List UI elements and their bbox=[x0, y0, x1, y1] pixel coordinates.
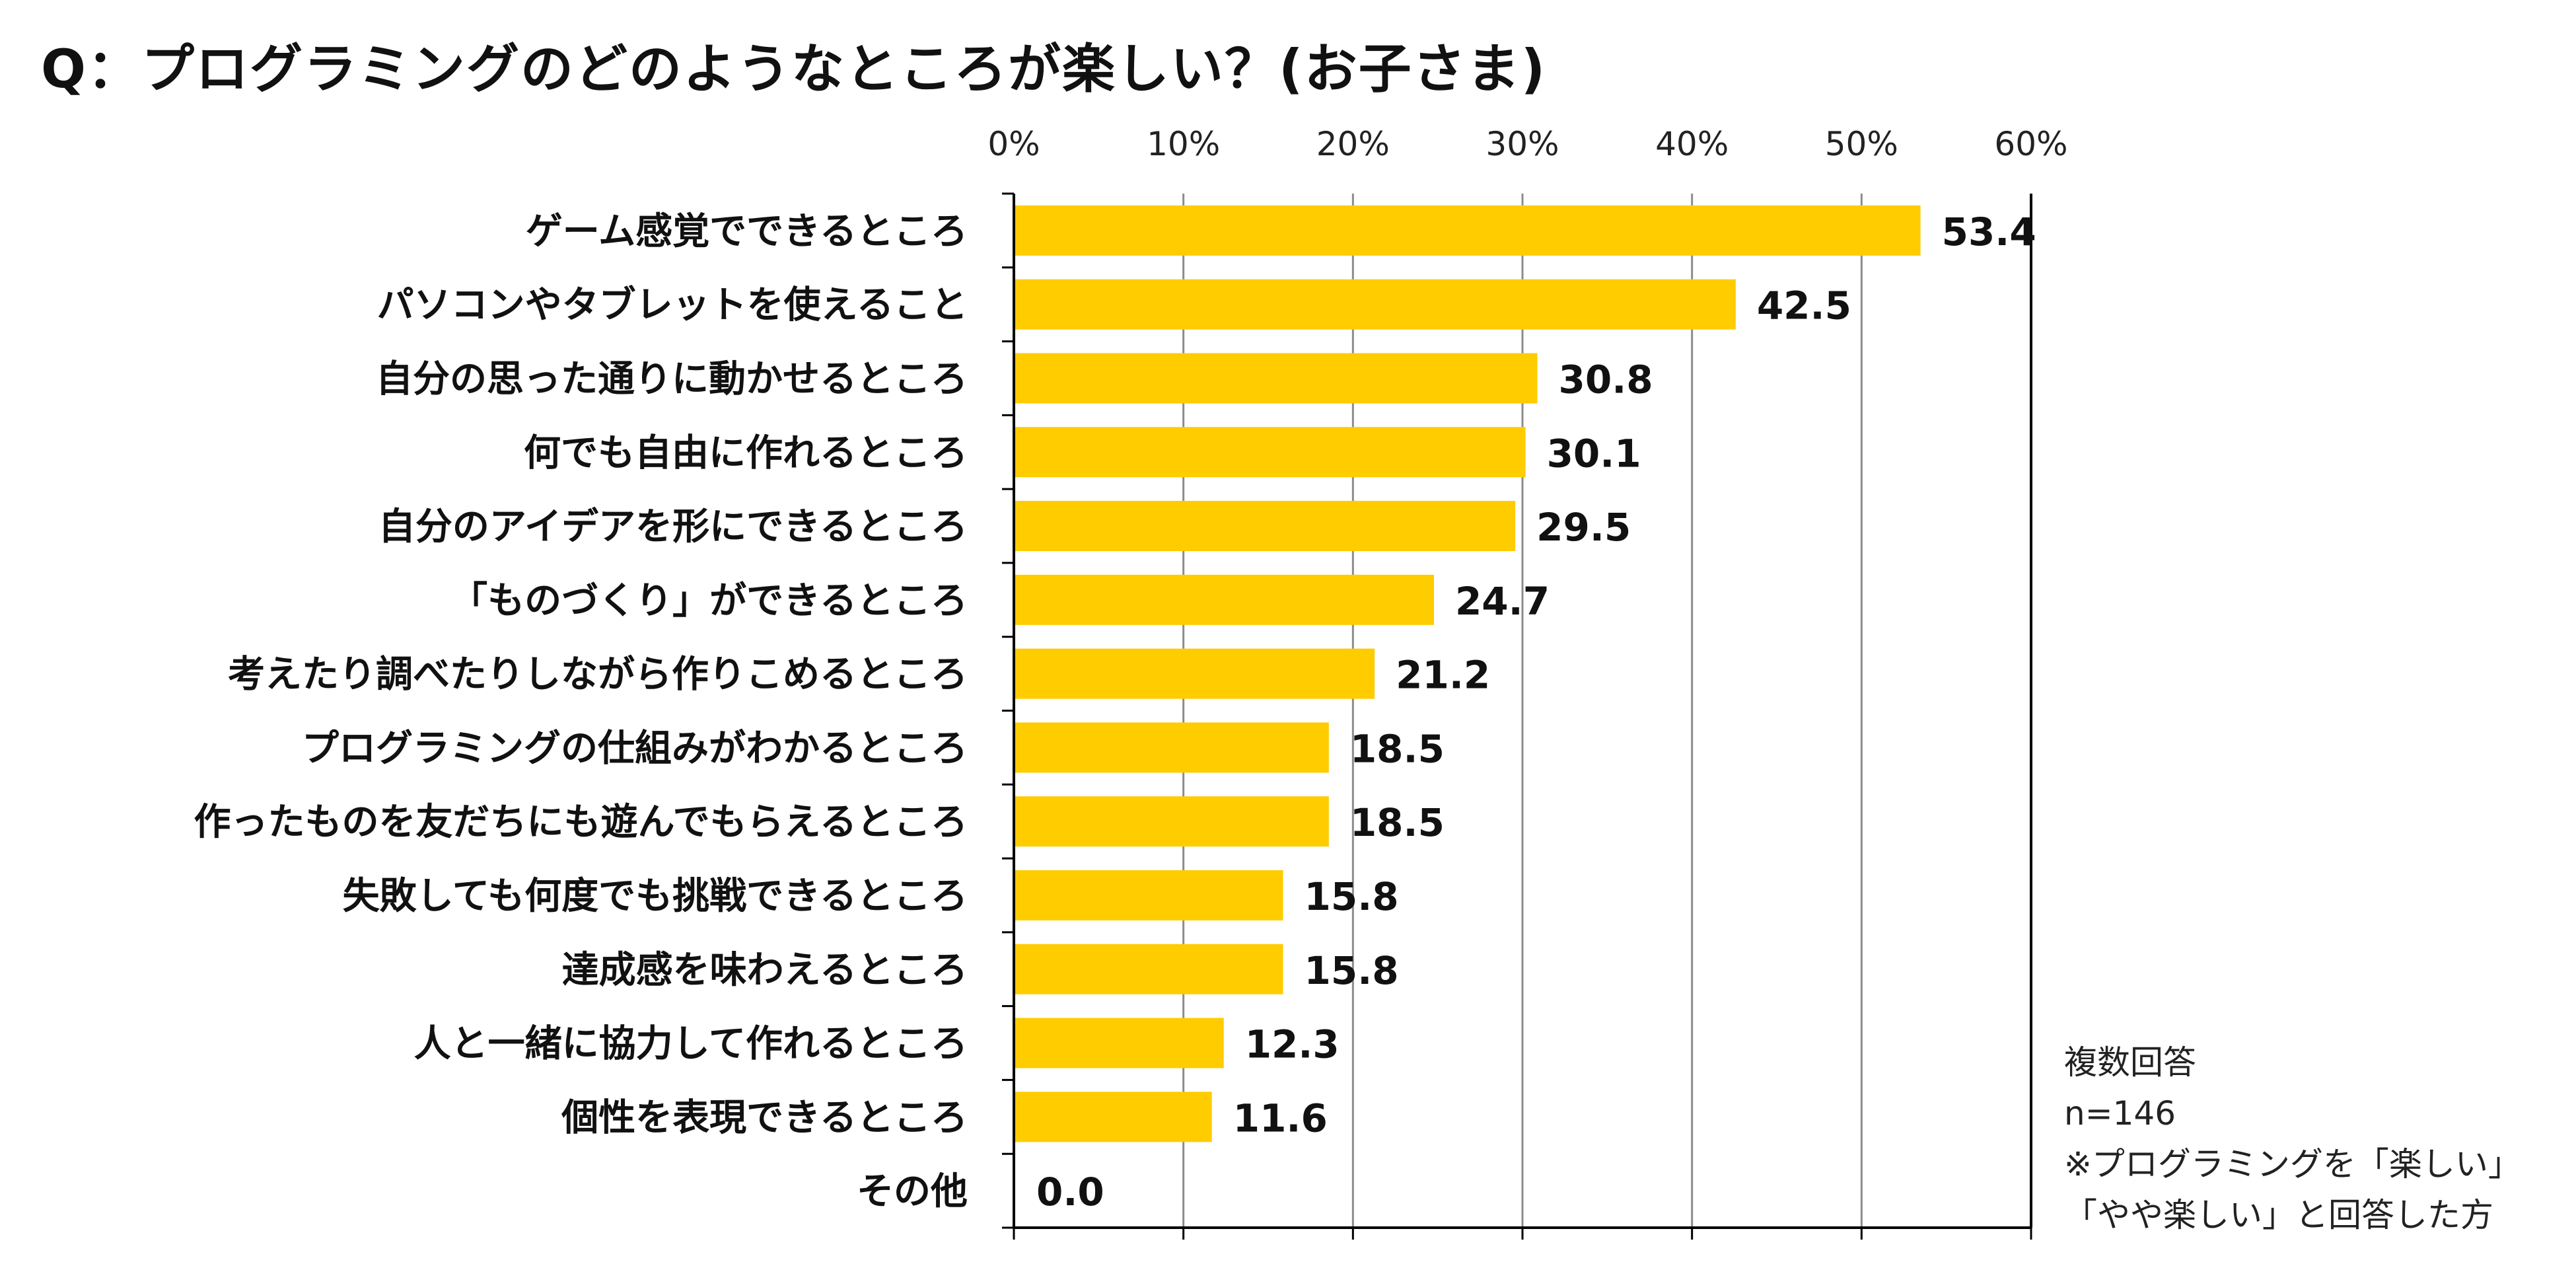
bar bbox=[1015, 796, 1329, 847]
chart-notes: 複数回答 n=146 ※プログラミングを「楽しい」 「やや楽しい」と回答した方 bbox=[2064, 1037, 2521, 1241]
category-label: 「ものづくり」ができるところ bbox=[450, 579, 968, 622]
data-label: 29.5 bbox=[1536, 505, 1631, 550]
data-label: 18.5 bbox=[1350, 800, 1445, 845]
category-label: 考えたり調べたりしながら作りこめるところ bbox=[228, 653, 968, 696]
data-label: 24.7 bbox=[1455, 579, 1550, 624]
data-label: 18.5 bbox=[1350, 726, 1445, 771]
data-label: 53.4 bbox=[1942, 209, 2036, 254]
bar bbox=[1015, 870, 1283, 920]
data-label: 15.8 bbox=[1305, 874, 1399, 919]
bar bbox=[1015, 279, 1736, 330]
category-label: プログラミングの仕組みがわかるところ bbox=[302, 727, 968, 770]
x-tick-label: 50% bbox=[1825, 125, 1898, 163]
x-tick-label: 0% bbox=[987, 125, 1040, 163]
category-label: 人と一緒に協力して作れるところ bbox=[414, 1023, 968, 1066]
x-tick-label: 20% bbox=[1316, 125, 1390, 163]
category-label: 自分の思った通りに動かせるところ bbox=[376, 357, 968, 400]
bar bbox=[1015, 1092, 1212, 1142]
data-label: 12.3 bbox=[1245, 1022, 1340, 1067]
bar bbox=[1015, 501, 1516, 552]
data-label: 11.6 bbox=[1233, 1096, 1328, 1140]
data-label: 15.8 bbox=[1305, 948, 1399, 993]
category-label: 失敗しても何度でも挑戦できるところ bbox=[343, 875, 968, 918]
category-label: パソコンやタブレットを使えること bbox=[377, 284, 968, 327]
x-tick-label: 10% bbox=[1147, 125, 1220, 163]
category-label: 作ったものを友だちにも遊んでもらえるところ bbox=[194, 801, 968, 844]
x-tick-label: 30% bbox=[1485, 125, 1559, 163]
x-tick-label: 60% bbox=[1994, 125, 2067, 163]
bar bbox=[1015, 427, 1526, 478]
x-tick-label: 40% bbox=[1655, 125, 1729, 163]
category-label: その他 bbox=[857, 1170, 968, 1213]
bar bbox=[1015, 944, 1283, 994]
note-sample-size: n=146 bbox=[2064, 1094, 2176, 1133]
category-label: ゲーム感覚でできるところ bbox=[526, 210, 968, 253]
category-label: 自分のアイデアを形にできるところ bbox=[378, 505, 968, 548]
data-label: 30.8 bbox=[1559, 357, 1653, 402]
bar bbox=[1015, 205, 1921, 256]
category-label: 達成感を味わえるところ bbox=[562, 949, 968, 992]
bar bbox=[1015, 574, 1434, 625]
note-answer-type: 複数回答 bbox=[2064, 1043, 2196, 1082]
category-label: 個性を表現できるところ bbox=[561, 1096, 968, 1139]
note-condition-2: 「やや楽しい」と回答した方 bbox=[2064, 1196, 2493, 1234]
bar bbox=[1015, 353, 1538, 404]
chart-title: Q：プログラミングのどのようなところが楽しい？(お子さま) bbox=[41, 38, 1547, 100]
data-label: 21.2 bbox=[1396, 653, 1490, 698]
data-label: 30.1 bbox=[1547, 431, 1641, 476]
bar bbox=[1015, 722, 1329, 773]
category-label: 何でも自由に作れるところ bbox=[524, 431, 968, 474]
bar bbox=[1015, 1018, 1224, 1068]
data-label: 0.0 bbox=[1036, 1170, 1104, 1214]
bar bbox=[1015, 648, 1375, 699]
note-condition-1: ※プログラミングを「楽しい」 bbox=[2064, 1145, 2521, 1183]
data-label: 42.5 bbox=[1757, 283, 1851, 328]
